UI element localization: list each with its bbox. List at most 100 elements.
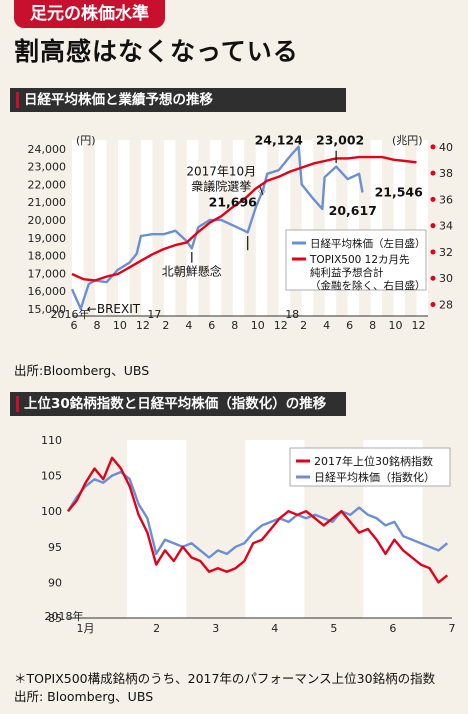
year-label: 17: [147, 308, 161, 321]
x-tick-label: 8: [231, 319, 238, 332]
y-tick-label: 90: [48, 576, 62, 589]
legend-label: 純利益予想合計: [310, 266, 384, 279]
month-band: [370, 140, 383, 316]
year-label: 2016年: [51, 307, 90, 321]
top30-index-line: [67, 456, 449, 584]
x-tick-label: 10: [113, 319, 127, 332]
legend-label: TOPIX500 12カ月先: [309, 254, 410, 266]
headline: 割高感はなくなっている: [14, 37, 299, 66]
x-tick-label: 2: [300, 319, 307, 332]
x-tick-label: 3: [212, 622, 219, 635]
month-band: [209, 140, 222, 316]
topix500-earnings-line: [71, 155, 417, 282]
y-left-tick-label: 24,000: [28, 143, 67, 156]
x-tick-label: 4: [185, 319, 192, 332]
chart2-note: ＊TOPIX500構成銘柄のうち、2017年のパフォーマンス上位30銘柄の指数: [14, 671, 436, 686]
annotation-label: 2017年10月: [186, 165, 256, 179]
y-right-tick-label: 34: [439, 220, 453, 233]
chart1-source: 出所:Bloomberg、UBS: [14, 363, 150, 378]
y-right-tick-label: 36: [439, 193, 453, 206]
month-band: [255, 140, 268, 316]
month-band: [163, 140, 176, 316]
y-right-tick-dot: [430, 249, 436, 255]
x-tick-label: 10: [251, 319, 265, 332]
x-tick-label: 7: [449, 622, 456, 635]
y-tick-label: 100: [41, 505, 62, 518]
annotation-label: 20,617: [329, 203, 377, 218]
nikkei-indexed-line: [66, 470, 449, 559]
y-right-tick-label: 40: [439, 141, 453, 154]
x-tick-label: 4: [323, 319, 330, 332]
chart2-svg: 85 90 95 100 105 110 1月 2 3 4 5 6 7 2018年 2017年上位30銘柄指…: [41, 434, 456, 635]
y-left-tick-label: 22,000: [28, 178, 67, 191]
x-tick-label: 6: [389, 622, 396, 635]
election-marker: ◇: [258, 186, 266, 197]
header-tag: 足元の株価水準: [14, 0, 165, 28]
annotation-label: 21,696: [209, 195, 258, 210]
month-band: [117, 140, 130, 316]
x-tick-label: 5: [330, 622, 337, 635]
y-tick-label: 110: [41, 434, 62, 447]
y-right-tick-dot: [430, 275, 436, 281]
annotation-label: 23,002: [316, 133, 364, 148]
y-left-tick-label: 21,000: [28, 196, 67, 209]
legend-label: 2017年上位30銘柄指数: [314, 454, 433, 468]
y-left-unit: (円): [76, 134, 96, 147]
x-tick-label: 6: [346, 319, 353, 332]
year-label: 2018年: [45, 609, 84, 623]
y-right-tick-dot: [430, 301, 436, 307]
y-left-tick-label: 16,000: [28, 285, 67, 298]
month-band: [140, 140, 153, 316]
x-tick-label: 6: [208, 319, 215, 332]
month-band: [94, 140, 107, 316]
x-tick-label: 12: [412, 319, 426, 332]
y-right-tick-dot: [430, 170, 436, 176]
year-label: 18: [285, 308, 299, 321]
annotation-label: 北朝鮮懸念: [162, 263, 222, 278]
y-right-tick-label: 30: [439, 272, 453, 285]
legend-label: 日経平均株価（左目盛）: [310, 237, 426, 250]
y-left-tick-label: 18,000: [28, 250, 67, 263]
legend-box: [285, 229, 427, 291]
x-tick-label: 4: [271, 622, 278, 635]
y-right-tick-label: 28: [439, 298, 453, 311]
y-right-tick-dot: [430, 144, 436, 150]
month-band: [127, 440, 187, 618]
month-band: [416, 140, 428, 316]
month-band: [278, 140, 291, 316]
x-tick-label: 8: [93, 319, 100, 332]
chart2-source: 出所: Bloomberg、UBS: [14, 689, 154, 704]
month-band: [186, 140, 199, 316]
x-tick-label: 2: [153, 622, 160, 635]
y-right-tick-dot: [430, 196, 436, 202]
month-band: [324, 140, 337, 316]
x-tick-label: 2: [162, 319, 169, 332]
x-tick-label: 10: [389, 319, 403, 332]
annotation-label: 24,124: [255, 133, 304, 148]
chart1-svg: 15,000 16,000 17,000 18,000 19,000 20,000 21,0…: [28, 133, 454, 332]
y-right-tick-label: 32: [439, 246, 453, 259]
x-tick-label: 1月: [77, 622, 95, 635]
y-tick-label: 95: [48, 541, 62, 554]
month-band: [301, 140, 314, 316]
y-right-tick-dot: [430, 223, 436, 229]
annotation-leader: [259, 186, 264, 196]
y-left-tick-label: 23,000: [28, 161, 67, 174]
legend-label: （金融を除く、右目盛）: [310, 279, 426, 292]
month-band: [72, 140, 84, 316]
x-tick-label: 12: [274, 319, 288, 332]
legend-box: [289, 447, 451, 487]
month-band: [347, 140, 360, 316]
x-tick-label: 8: [369, 319, 376, 332]
y-left-tick-label: 15,000: [28, 303, 67, 316]
y-left-tick-label: 17,000: [28, 267, 67, 280]
annotation-label: 衆議院選挙: [191, 180, 251, 194]
y-left-tick-label: 20,000: [28, 214, 67, 227]
y-tick-label: 105: [41, 470, 62, 483]
annotation-label: ←BREXIT: [87, 302, 141, 316]
x-tick-label: 6: [71, 319, 78, 332]
chart1-title: 日経平均株価と業績予想の推移: [10, 88, 346, 112]
annotation-label: 21,546: [375, 185, 424, 200]
month-band: [393, 140, 406, 316]
chart2-title: 上位30銘柄指数と日経平均株価（指数化）の推移: [10, 392, 346, 416]
